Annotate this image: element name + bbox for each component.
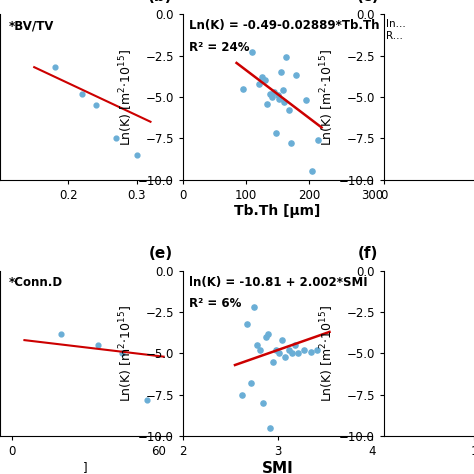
Point xyxy=(275,349,283,357)
Y-axis label: Ln(K) [m$^2$$\cdot$10$^{15}$]: Ln(K) [m$^2$$\cdot$10$^{15}$] xyxy=(118,48,135,146)
Text: *Conn.D: *Conn.D xyxy=(9,275,63,289)
X-axis label: ]: ] xyxy=(83,461,88,474)
Point xyxy=(78,90,86,98)
Point xyxy=(253,341,261,349)
Text: R² = 6%: R² = 6% xyxy=(189,297,241,310)
Point xyxy=(261,77,269,84)
Text: (f): (f) xyxy=(357,246,378,261)
Text: R² = 24%: R² = 24% xyxy=(189,41,249,54)
Point xyxy=(294,349,302,357)
Point xyxy=(266,424,273,432)
Point xyxy=(300,346,308,354)
Point xyxy=(302,96,310,104)
Point xyxy=(285,346,292,354)
Point xyxy=(239,85,246,92)
Point xyxy=(260,399,267,407)
Point xyxy=(277,68,284,76)
Point xyxy=(315,136,322,144)
Point xyxy=(273,91,281,99)
Point xyxy=(247,379,255,387)
Point xyxy=(255,80,263,88)
Point xyxy=(309,168,316,175)
Point xyxy=(292,72,300,79)
Point xyxy=(266,90,273,98)
Point xyxy=(269,93,276,101)
Text: (c): (c) xyxy=(356,0,379,4)
Point xyxy=(273,129,280,137)
Point xyxy=(280,98,288,106)
Point xyxy=(248,48,256,56)
Point xyxy=(282,54,290,61)
X-axis label: SMI: SMI xyxy=(262,461,293,474)
Point xyxy=(291,341,298,349)
Point xyxy=(263,100,271,107)
Point xyxy=(272,346,279,354)
Y-axis label: Ln(K) [m$^2$$\cdot$10$^{15}$]: Ln(K) [m$^2$$\cdot$10$^{15}$] xyxy=(319,48,337,146)
Point xyxy=(244,320,251,328)
Point xyxy=(57,330,65,337)
Text: ln(K) = -10.81 + 2.002*SMI: ln(K) = -10.81 + 2.002*SMI xyxy=(189,275,367,289)
Point xyxy=(275,95,283,102)
Point xyxy=(257,346,264,354)
Point xyxy=(133,151,141,159)
Point xyxy=(94,341,101,349)
Point xyxy=(278,337,286,344)
Point xyxy=(269,358,276,365)
Point xyxy=(263,333,270,341)
Text: *BV/TV: *BV/TV xyxy=(9,19,54,32)
Point xyxy=(279,87,286,94)
Point xyxy=(313,346,321,354)
Y-axis label: Ln(K) [m$^2$$\cdot$10$^{15}$]: Ln(K) [m$^2$$\cdot$10$^{15}$] xyxy=(319,305,337,402)
Point xyxy=(238,391,246,399)
Point xyxy=(112,135,120,142)
X-axis label: Tb.Th [μm]: Tb.Th [μm] xyxy=(234,204,321,219)
Point xyxy=(143,396,150,403)
Point xyxy=(258,73,265,81)
Y-axis label: Ln(K) [m$^2$$\cdot$10$^{15}$]: Ln(K) [m$^2$$\cdot$10$^{15}$] xyxy=(118,305,135,402)
Point xyxy=(250,303,258,311)
Point xyxy=(264,330,272,337)
Text: ln...
R...: ln... R... xyxy=(386,19,406,41)
Text: (e): (e) xyxy=(148,246,173,261)
Point xyxy=(118,349,126,357)
Point xyxy=(271,88,278,96)
Text: Ln(K) = -0.49-0.02889*Tb.Th: Ln(K) = -0.49-0.02889*Tb.Th xyxy=(189,19,379,32)
Point xyxy=(288,139,295,147)
Point xyxy=(92,101,100,109)
Point xyxy=(285,106,292,114)
Text: (b): (b) xyxy=(148,0,173,4)
Point xyxy=(307,348,314,356)
Point xyxy=(288,349,295,357)
Point xyxy=(281,353,289,360)
Point xyxy=(51,64,58,71)
